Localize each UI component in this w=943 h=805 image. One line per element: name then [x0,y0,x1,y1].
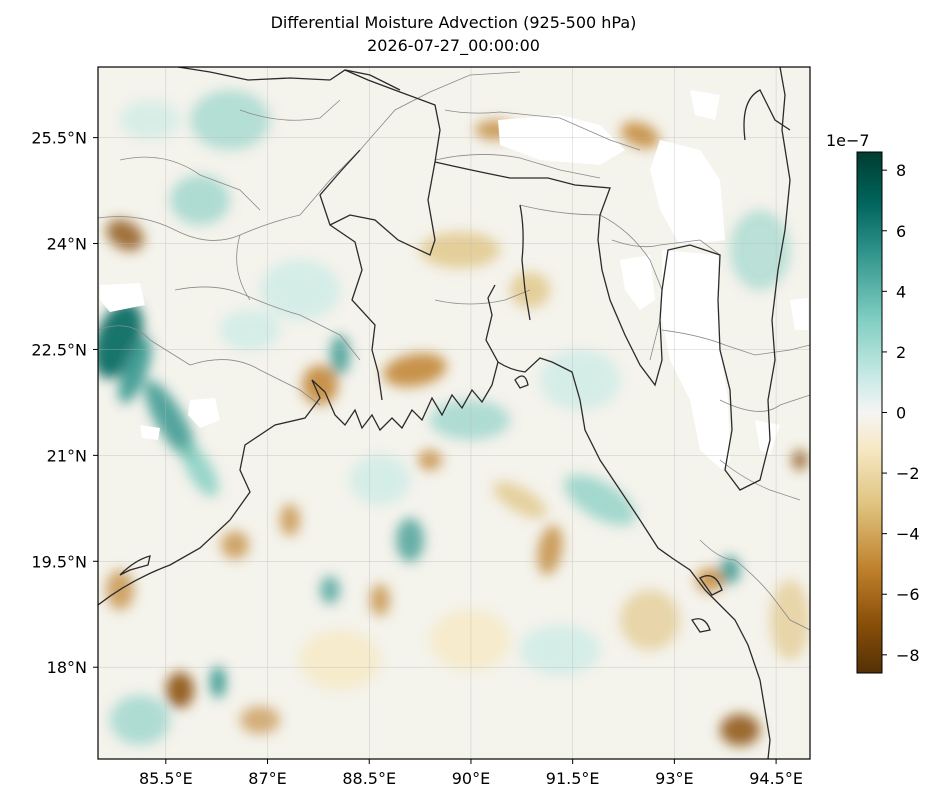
field-blob [493,481,547,519]
lon-tick-label: 87°E [248,769,286,788]
field-blob [370,584,390,616]
nodata-region [790,298,808,330]
colorbar-tick-label: 8 [896,161,906,180]
nodata-region [662,250,730,470]
lon-tick-label: 88.5°E [342,769,396,788]
longitude-axis: 85.5°E 87°E 88.5°E 90°E 91.5°E 93°E 94.5°E [139,759,803,788]
chart-title: Differential Moisture Advection (925-500… [270,13,637,32]
field-blob [520,625,600,675]
nodata-region [188,398,220,428]
field-blob [181,443,219,497]
colorbar-tick-label: 0 [896,404,906,423]
nodata-region [100,283,145,312]
colorbar-tick-label: 6 [896,222,906,241]
colorbar-tick-label: −2 [896,464,920,483]
field-blob [720,714,760,746]
nodata-region [620,255,655,310]
field-blob [696,568,724,592]
field-blob [320,576,340,604]
coastline-and-borders [98,67,791,759]
field-blob [144,380,196,460]
field-blob [430,610,510,670]
gridlines [98,67,810,759]
lon-tick-label: 85.5°E [139,769,193,788]
colorbar-tick-label: −4 [896,525,920,544]
lat-tick-label: 24°N [47,235,87,254]
colorbar-ramp [856,151,883,674]
field-blob [350,455,410,505]
lat-tick-label: 21°N [47,446,87,465]
nodata-region [140,425,160,440]
nodata-region [690,90,720,120]
colorbar: 1e−7 8 6 4 2 0 −2 −4 −6 −8 [826,131,920,674]
map-area [98,67,810,759]
boundaries [98,67,810,759]
lat-tick-label: 18°N [47,658,87,677]
colorbar-ticks: 8 6 4 2 0 −2 −4 −6 −8 [882,161,920,665]
field-blob [420,232,500,268]
lon-tick-label: 94.5°E [749,769,803,788]
colorbar-tick-label: 2 [896,343,906,362]
missing-data-areas [100,90,808,470]
field-blob [300,630,380,690]
field-blob [564,474,636,526]
field-blob [120,100,180,140]
field-blob [720,556,740,584]
nodata-region [498,115,625,165]
field-blob [240,706,280,734]
field-blob [792,450,808,470]
lat-tick-label: 19.5°N [31,552,87,571]
field-blob [260,260,340,320]
field-blob [280,504,300,536]
lon-tick-label: 90°E [452,769,490,788]
admin-boundaries [98,71,810,631]
field-blob [221,531,249,559]
field-blob [730,210,790,290]
field-blob [302,365,338,405]
lat-tick-label: 22.5°N [31,340,87,359]
field-blob [537,525,563,575]
colorbar-tick-label: 4 [896,282,906,301]
chart-subtitle: 2026-07-27_00:00:00 [367,36,540,55]
field-blob [106,219,144,251]
nodata-region [650,140,725,245]
field-blob [620,590,680,650]
lon-tick-label: 91.5°E [546,769,600,788]
field-blob [330,335,350,375]
field-blob [430,400,510,440]
field-blob [210,666,226,698]
field-blob [190,90,270,150]
advection-field [98,90,810,746]
colorbar-tick-label: −8 [896,646,920,665]
lat-tick-label: 25.5°N [31,129,87,148]
colorbar-tick-label: −6 [896,585,920,604]
field-blob [620,121,660,149]
field-blob [383,353,447,387]
field-blob [540,350,620,410]
latitude-axis: 25.5°N 24°N 22.5°N 21°N 19.5°N 18°N [31,129,98,677]
field-blob [110,695,170,745]
field-blob [118,336,152,404]
map-frame [97,66,811,760]
colorbar-multiplier: 1e−7 [826,131,870,150]
field-blob [396,518,424,562]
field-blob [220,310,280,350]
field-blob [418,450,442,470]
field-blob [170,175,230,225]
lon-tick-label: 93°E [655,769,693,788]
nodata-region [755,420,780,455]
field-blob [166,672,194,708]
